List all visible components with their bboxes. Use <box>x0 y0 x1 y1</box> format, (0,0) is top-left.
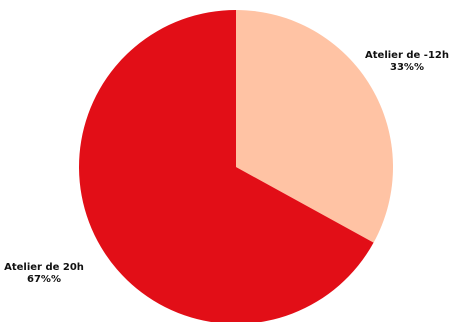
slice-label-1: Atelier de -12h <box>365 50 449 61</box>
slice-value-label-2: 67%% <box>27 274 61 285</box>
pie-slice-1 <box>236 10 394 243</box>
pie-slice-2 <box>79 10 374 322</box>
slice-label-2: Atelier de 20h <box>4 262 84 273</box>
slices-layer <box>79 10 394 322</box>
slice-value-label-1: 33%% <box>390 62 424 73</box>
